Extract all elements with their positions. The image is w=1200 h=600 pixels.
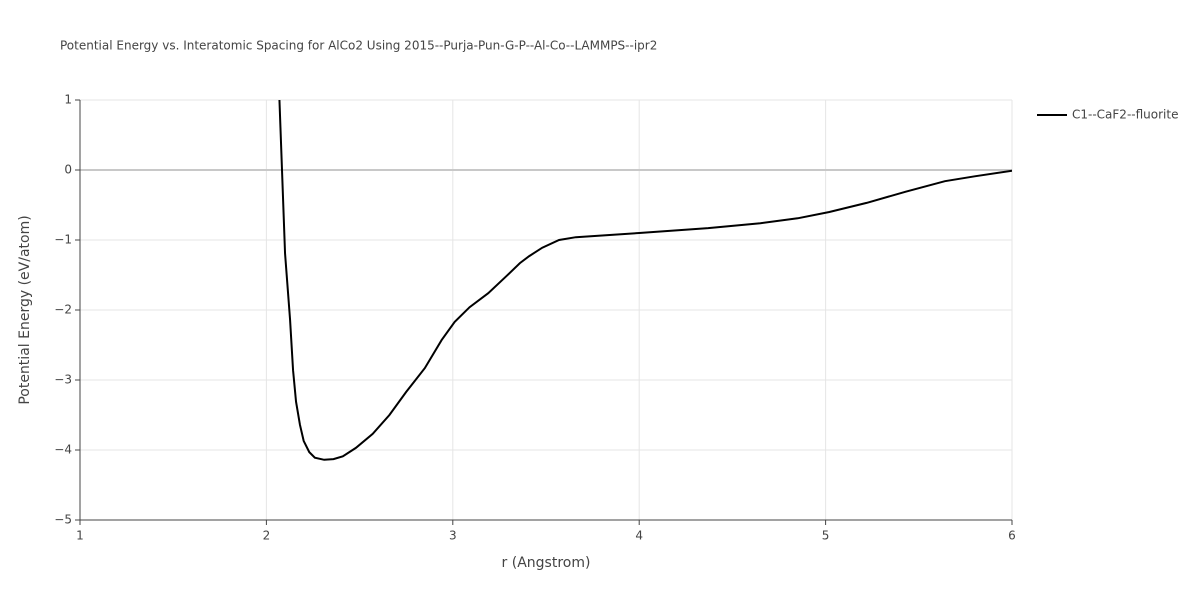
x-tick-label: 5 <box>822 529 830 543</box>
y-tick-label: −4 <box>54 443 72 457</box>
y-tick-label: 1 <box>64 93 72 107</box>
x-tick-label: 2 <box>263 529 271 543</box>
x-axis-label: r (Angstrom) <box>502 555 591 571</box>
y-tick-label: 0 <box>64 163 72 177</box>
x-tick-label: 1 <box>76 529 84 543</box>
data-line <box>278 100 1012 461</box>
x-tick-label: 4 <box>635 529 643 543</box>
y-axis-label: Potential Energy (eV/atom) <box>17 215 33 404</box>
chart-title: Potential Energy vs. Interatomic Spacing… <box>60 39 657 53</box>
y-tick-label: −2 <box>54 303 72 317</box>
y-tick-label: −3 <box>54 373 72 387</box>
y-tick-label: −5 <box>54 513 72 527</box>
legend-label: C1--CaF2--fluorite <box>1072 108 1178 122</box>
y-tick-label: −1 <box>54 233 72 247</box>
x-tick-label: 3 <box>449 529 457 543</box>
x-tick-label: 6 <box>1008 529 1016 543</box>
